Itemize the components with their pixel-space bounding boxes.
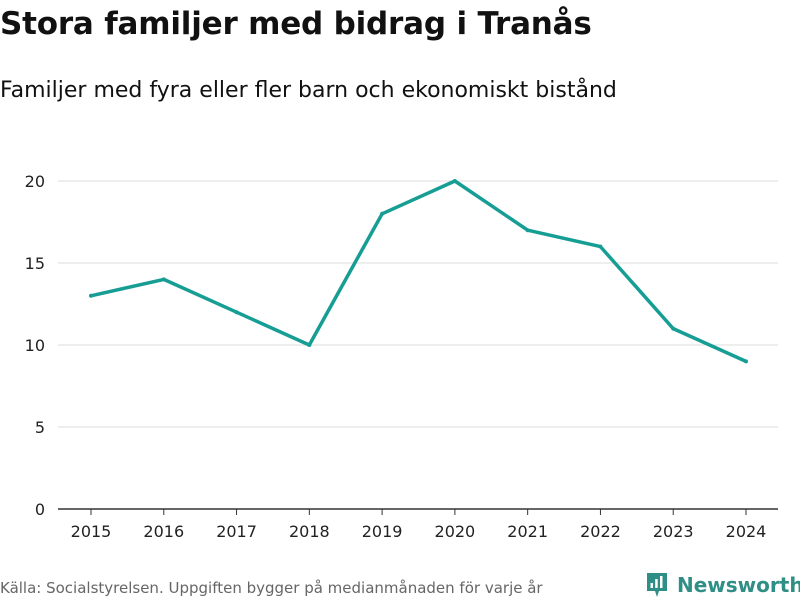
x-tick-label: 2020	[435, 522, 476, 541]
x-tick-label: 2022	[580, 522, 621, 541]
data-point	[89, 293, 93, 298]
y-tick-label: 10	[25, 336, 45, 355]
newsworthy-logo-icon	[647, 573, 667, 597]
series-layer	[89, 179, 748, 364]
x-tick-label: 2021	[507, 522, 548, 541]
series-line	[89, 179, 748, 364]
data-point	[525, 228, 530, 233]
y-tick-label: 0	[35, 500, 45, 519]
x-tick-label: 2019	[362, 522, 403, 541]
x-tick-label: 2015	[71, 522, 112, 541]
data-point	[161, 277, 166, 282]
brand-logo: Newsworthy	[645, 570, 800, 600]
y-tick-label: 20	[25, 172, 45, 191]
data-point	[307, 343, 312, 347]
chart-title: Stora familjer med bidrag i Tranås	[0, 6, 592, 42]
chart-subtitle: Familjer med fyra eller fler barn och ek…	[0, 78, 617, 103]
brand-name: Newsworthy	[677, 573, 800, 597]
x-tick-label: 2016	[143, 522, 184, 541]
y-tick-label: 5	[35, 418, 45, 437]
x-tick-label: 2018	[289, 522, 330, 541]
data-point	[744, 359, 748, 364]
data-point	[380, 211, 385, 216]
y-tick-label: 15	[25, 254, 45, 273]
x-tick-label: 2023	[653, 522, 694, 541]
axes: 0 5 10 15 20 2015 2016 2017 2018 2019 2020 2021 2022…	[25, 172, 778, 541]
source-note: Källa: Socialstyrelsen. Uppgiften bygger…	[0, 579, 543, 597]
x-tick-label: 2024	[726, 522, 767, 541]
data-point	[234, 310, 239, 315]
x-tick-label: 2017	[216, 522, 257, 541]
data-point	[452, 179, 457, 183]
gridlines	[58, 180, 778, 428]
data-point	[671, 326, 676, 331]
data-point	[598, 244, 603, 249]
